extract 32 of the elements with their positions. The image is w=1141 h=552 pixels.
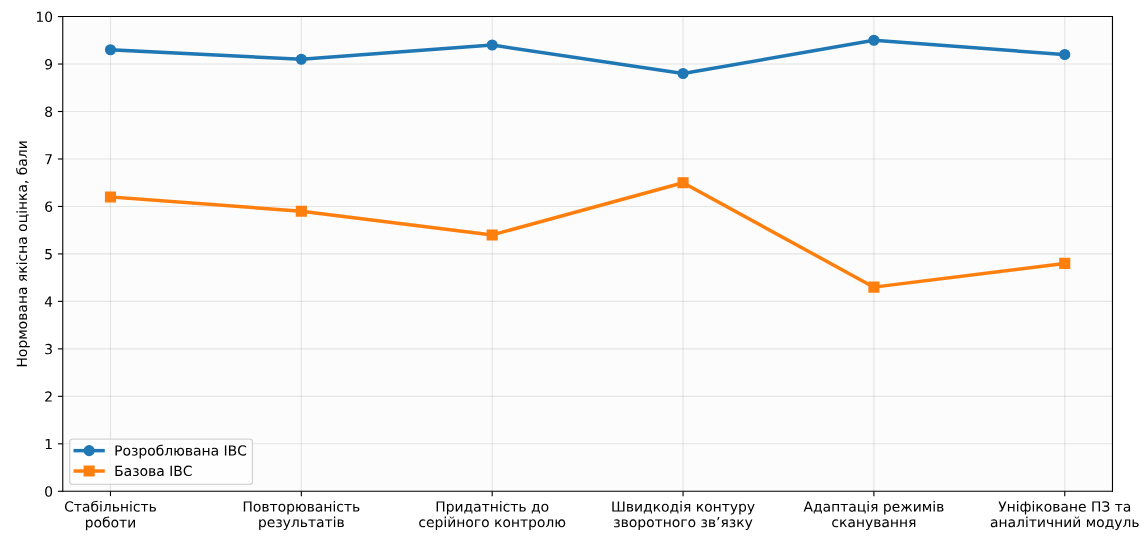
y-tick-label: 9 xyxy=(45,59,53,70)
y-tick-label: 4 xyxy=(44,296,53,307)
point xyxy=(486,229,498,241)
point xyxy=(295,53,307,65)
x-tick-label: Стабільність роботи xyxy=(64,500,156,531)
y-tick-label: 10 xyxy=(36,11,53,23)
point xyxy=(295,205,307,217)
y-tick-label: 2 xyxy=(45,391,52,402)
y-tick-label: 3 xyxy=(45,343,52,355)
y-tick-label: 7 xyxy=(45,154,52,165)
y-axis-title: Нормована якісна оцінка, бали xyxy=(16,141,30,367)
point xyxy=(868,34,880,46)
x-tick-label: Повторюваність результатів xyxy=(243,501,360,530)
point xyxy=(1059,257,1071,269)
point xyxy=(104,44,117,56)
point xyxy=(1059,48,1071,61)
point xyxy=(677,177,689,189)
y-tick-label: 1 xyxy=(45,438,52,450)
x-tick-label: Придатність до серійного контролю xyxy=(419,501,566,530)
x-tick-label: Уніфіковане ПЗ та аналітичний модуль xyxy=(990,501,1139,530)
y-tick-label: 8 xyxy=(45,106,53,117)
x-tick-label: Адаптація режимів сканування xyxy=(803,501,944,530)
y-tick-label: 5 xyxy=(45,249,52,260)
point xyxy=(677,67,689,80)
legend-label: Розроблювана ІВС xyxy=(115,444,247,459)
point xyxy=(104,191,117,203)
legend-label: Базова ІВС xyxy=(115,465,192,477)
x-tick-label: Швидкодія контуру зворотного зв’язку xyxy=(612,501,755,530)
point xyxy=(486,39,498,51)
y-tick-label: 6 xyxy=(45,201,53,212)
point xyxy=(868,281,880,293)
y-tick-label: 0 xyxy=(45,486,53,497)
